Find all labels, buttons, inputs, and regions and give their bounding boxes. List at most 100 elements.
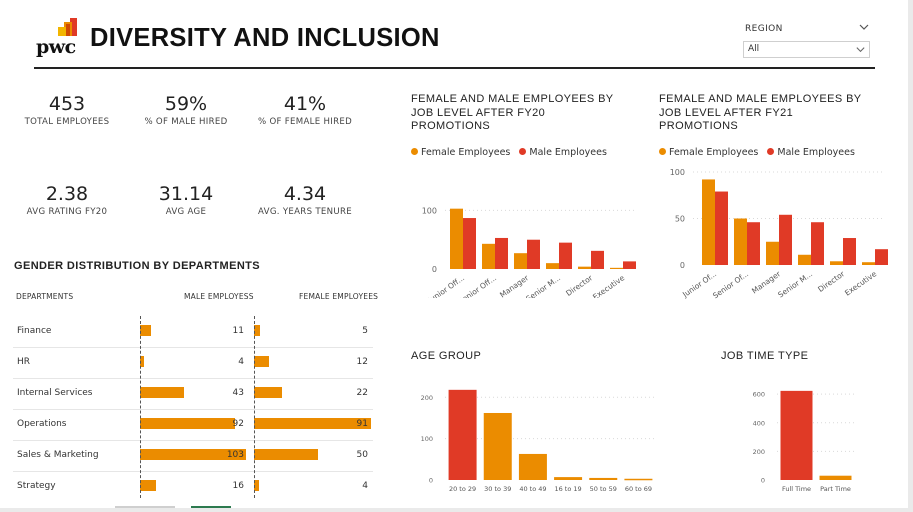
kpi-label: TOTAL EMPLOYEES [24, 117, 110, 127]
bar[interactable] [780, 390, 813, 480]
x-tick-label: Senior M... [524, 273, 562, 298]
male-bar[interactable] [843, 238, 856, 265]
x-tick-label: Executive [591, 273, 626, 298]
x-tick-label: 60 to 69 [625, 485, 652, 493]
legend-item-female[interactable]: Female Employees [411, 147, 510, 158]
page-tab[interactable] [115, 506, 175, 508]
legend-item-male[interactable]: Male Employees [519, 147, 607, 158]
age-group-title: AGE GROUP [411, 350, 482, 362]
male-value: 43 [232, 388, 244, 398]
region-slicer-dropdown[interactable]: All [743, 41, 870, 58]
pwc-logo: pwc [36, 18, 88, 58]
female-bar[interactable] [702, 179, 715, 265]
female-bar[interactable] [254, 480, 260, 491]
male-bar[interactable] [875, 249, 888, 265]
male-value: 92 [232, 419, 244, 429]
legend-male-label: Male Employees [529, 147, 607, 158]
legend-item-male[interactable]: Male Employees [767, 147, 855, 158]
female-bar[interactable] [450, 208, 463, 269]
female-bar[interactable] [546, 263, 559, 269]
bar[interactable] [518, 453, 547, 480]
male-bar[interactable] [811, 222, 824, 265]
female-value: 91 [356, 419, 368, 429]
female-value: 22 [356, 388, 368, 398]
table-row[interactable]: Strategy 16 4 [13, 471, 373, 502]
x-tick-label: Full Time [782, 485, 811, 493]
bar[interactable] [624, 478, 653, 481]
kpi-female-hired: 41% % OF FEMALE HIRED [235, 93, 375, 127]
female-bar[interactable] [254, 418, 371, 429]
chevron-down-icon[interactable] [858, 21, 870, 33]
row-divider [13, 409, 373, 410]
x-tick-label: Executive [843, 269, 878, 298]
x-tick-label: 40 to 49 [519, 485, 546, 493]
table-row[interactable]: Operations 92 91 [13, 409, 373, 440]
kpi-label: AVG AGE [165, 207, 207, 217]
male-bar[interactable] [747, 222, 760, 265]
female-bar[interactable] [514, 253, 527, 269]
y-tick-label: 100 [422, 206, 437, 215]
dropdown-arrow-icon[interactable] [855, 44, 866, 55]
female-bar[interactable] [798, 254, 811, 265]
male-bar[interactable] [463, 218, 476, 269]
col-head-female: FEMALE EMPLOYEES [299, 292, 379, 301]
female-bar[interactable] [862, 262, 875, 265]
female-bar[interactable] [734, 218, 747, 266]
male-bar[interactable] [140, 387, 185, 398]
female-bar[interactable] [482, 243, 495, 269]
y-tick-label: 200 [421, 394, 433, 402]
y-tick-label: 100 [670, 168, 685, 177]
kpi-value: 453 [48, 93, 86, 115]
male-bar[interactable] [140, 325, 152, 336]
female-bar[interactable] [254, 356, 270, 367]
x-tick-label: Part Time [820, 485, 851, 493]
male-bar[interactable] [623, 261, 636, 269]
bar[interactable] [448, 389, 477, 480]
table-row[interactable]: Sales & Marketing 103 50 [13, 440, 373, 471]
male-bar[interactable] [140, 449, 246, 460]
female-bar[interactable] [254, 325, 261, 336]
job-time-type-bar-chart: 0 200 400 600 Full Time Part Time [753, 390, 855, 493]
female-value: 50 [356, 450, 368, 460]
age-group-bar-chart: 0 100 200 20 to 29 30 to 39 40 to 49 16 to 19 5… [421, 389, 656, 493]
male-bar[interactable] [591, 250, 604, 269]
male-bar[interactable] [715, 191, 728, 265]
page-tab-active[interactable] [191, 506, 231, 508]
female-bar[interactable] [766, 241, 779, 265]
bar[interactable] [819, 475, 852, 480]
legend-item-female[interactable]: Female Employees [659, 147, 758, 158]
y-tick-label: 0 [680, 261, 685, 270]
female-bar[interactable] [254, 387, 283, 398]
table-row[interactable]: HR 4 12 [13, 347, 373, 378]
bar[interactable] [589, 477, 618, 480]
page-tab-strip[interactable] [115, 506, 235, 508]
male-axis-baseline [140, 316, 141, 498]
male-bar[interactable] [140, 356, 145, 367]
x-tick-label: 20 to 29 [449, 485, 476, 493]
table-row[interactable]: Internal Services 43 22 [13, 378, 373, 409]
male-value: 16 [232, 481, 244, 491]
male-value: 4 [238, 357, 244, 367]
x-tick-label: Senior M... [776, 269, 814, 299]
male-bar[interactable] [559, 242, 572, 269]
bar[interactable] [554, 477, 583, 480]
female-bar[interactable] [254, 449, 319, 460]
y-tick-label: 200 [753, 448, 765, 456]
male-bar[interactable] [527, 239, 540, 269]
male-bar[interactable] [140, 418, 235, 429]
fy21-legend: Female Employees Male Employees [659, 147, 861, 158]
kpi-value: 4.34 [283, 183, 327, 205]
bar[interactable] [483, 412, 512, 480]
kpi-value: 2.38 [45, 183, 89, 205]
female-bar[interactable] [610, 267, 623, 269]
male-bar[interactable] [779, 214, 792, 265]
kpi-label: AVG. YEARS TENURE [258, 207, 352, 217]
kpi-avg-age: 31.14 AVG AGE [116, 183, 256, 217]
table-row[interactable]: Finance 11 5 [13, 316, 373, 347]
male-bar[interactable] [495, 237, 508, 269]
female-bar[interactable] [830, 261, 843, 265]
female-bar[interactable] [578, 266, 591, 269]
male-bar[interactable] [140, 480, 157, 491]
